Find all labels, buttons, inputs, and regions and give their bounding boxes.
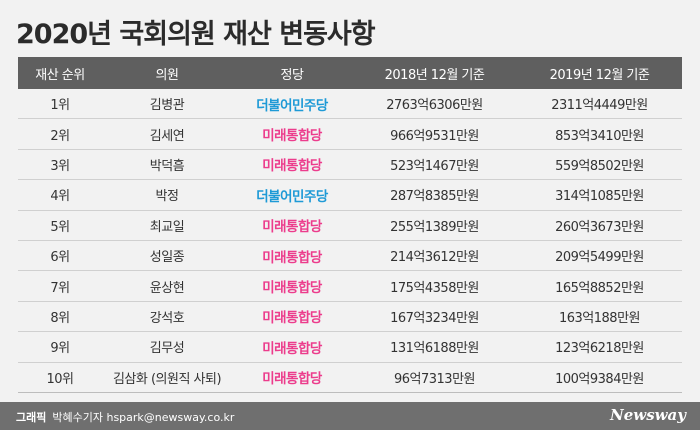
- table-row: 6위 성일종 미래통합당 214억3612만원 209억5499만원: [18, 240, 682, 272]
- party-cell: 미래통합당: [232, 331, 352, 363]
- page-title: 2020년 국회의원 재산 변동사항: [16, 19, 376, 50]
- party-cell: 미래통합당: [232, 270, 352, 302]
- assets-2018-cell: 287억8385만원: [352, 179, 517, 211]
- assets-2018-cell: 214억3612만원: [352, 240, 517, 272]
- table-row: 2위 김세연 미래통합당 966억9531만원 853억3410만원: [18, 118, 682, 150]
- header-member: 의원: [102, 57, 232, 89]
- rank-cell: 1위: [18, 89, 102, 120]
- assets-2018-cell: 523억1467만원: [352, 149, 517, 181]
- member-name-cell: 윤상현: [102, 270, 232, 302]
- table-row: 3위 박덕흠 미래통합당 523억1467만원 559억8502만원: [18, 149, 682, 181]
- party-cell: 미래통합당: [232, 301, 352, 333]
- footer-bar: 그래픽 박혜수기자 hspark@newsway.co.kr Newsway: [0, 402, 700, 430]
- table-row: 8위 강석호 미래통합당 167억3234만원 163억188만원: [18, 301, 682, 333]
- member-name-cell: 강석호: [102, 301, 232, 333]
- rank-cell: 4위: [18, 179, 102, 211]
- party-cell: 미래통합당: [232, 118, 352, 150]
- assets-2019-cell: 100억9384만원: [517, 362, 682, 393]
- party-cell: 미래통합당: [232, 240, 352, 272]
- table-header-row: 재산 순위 의원 정당 2018년 12월 기준 2019년 12월 기준: [18, 57, 682, 89]
- table-row: 1위 김병관 더불어민주당 2763억6306만원 2311억4449만원: [18, 89, 682, 120]
- party-cell: 더불어민주당: [232, 89, 352, 120]
- header-2018: 2018년 12월 기준: [352, 57, 517, 89]
- header-rank: 재산 순위: [18, 57, 102, 89]
- member-name-cell: 김무성: [102, 331, 232, 363]
- member-name-cell: 김병관: [102, 89, 232, 120]
- assets-2018-cell: 167억3234만원: [352, 301, 517, 333]
- rank-cell: 5위: [18, 210, 102, 241]
- assets-2019-cell: 163억188만원: [517, 301, 682, 333]
- table-row: 5위 최교일 미래통합당 255억1389만원 260억3673만원: [18, 210, 682, 241]
- assets-2019-cell: 260억3673만원: [517, 210, 682, 241]
- rank-cell: 8위: [18, 301, 102, 333]
- assets-2018-cell: 175억4358만원: [352, 270, 517, 302]
- graphic-credit: 그래픽 박혜수기자 hspark@newsway.co.kr: [16, 409, 234, 425]
- header-2019: 2019년 12월 기준: [517, 57, 682, 89]
- assets-2018-cell: 131억6188만원: [352, 331, 517, 363]
- member-name-cell: 박덕흠: [102, 149, 232, 181]
- assets-2018-cell: 966억9531만원: [352, 118, 517, 150]
- assets-2019-cell: 2311억4449만원: [517, 89, 682, 120]
- table-row: 9위 김무성 미래통합당 131억6188만원 123억6218만원: [18, 331, 682, 363]
- assets-2019-cell: 123억6218만원: [517, 331, 682, 363]
- member-name-cell: 박정: [102, 179, 232, 211]
- assets-2019-cell: 165억8852만원: [517, 270, 682, 302]
- rank-cell: 2위: [18, 118, 102, 150]
- assets-2019-cell: 853억3410만원: [517, 118, 682, 150]
- newsway-logo: Newsway: [610, 406, 686, 424]
- rank-cell: 3위: [18, 149, 102, 181]
- member-name-cell: 최교일: [102, 210, 232, 241]
- credit-text: 박혜수기자 hspark@newsway.co.kr: [52, 411, 235, 424]
- member-name-cell: 김삼화 (의원직 사퇴): [102, 362, 232, 393]
- assets-2019-cell: 314억1085만원: [517, 179, 682, 211]
- rank-cell: 10위: [18, 362, 102, 393]
- member-name-cell: 김세연: [102, 118, 232, 150]
- party-cell: 미래통합당: [232, 210, 352, 241]
- rank-cell: 9위: [18, 331, 102, 363]
- member-name-cell: 성일종: [102, 240, 232, 272]
- party-cell: 더불어민주당: [232, 179, 352, 211]
- assets-2019-cell: 559억8502만원: [517, 149, 682, 181]
- assets-2018-cell: 96억7313만원: [352, 362, 517, 393]
- assets-2019-cell: 209억5499만원: [517, 240, 682, 272]
- asset-ranking-table: 재산 순위 의원 정당 2018년 12월 기준 2019년 12월 기준 1위…: [18, 57, 682, 393]
- header-party: 정당: [232, 57, 352, 89]
- assets-2018-cell: 2763억6306만원: [352, 89, 517, 120]
- assets-2018-cell: 255억1389만원: [352, 210, 517, 241]
- rank-cell: 6위: [18, 240, 102, 272]
- party-cell: 미래통합당: [232, 149, 352, 181]
- rank-cell: 7위: [18, 270, 102, 302]
- table-row: 10위 김삼화 (의원직 사퇴) 미래통합당 96억7313만원 100억9384만원: [18, 362, 682, 393]
- table-row: 7위 윤상현 미래통합당 175억4358만원 165억8852만원: [18, 270, 682, 302]
- party-cell: 미래통합당: [232, 362, 352, 393]
- credit-label: 그래픽: [16, 411, 47, 424]
- table-row: 4위 박정 더불어민주당 287억8385만원 314억1085만원: [18, 179, 682, 211]
